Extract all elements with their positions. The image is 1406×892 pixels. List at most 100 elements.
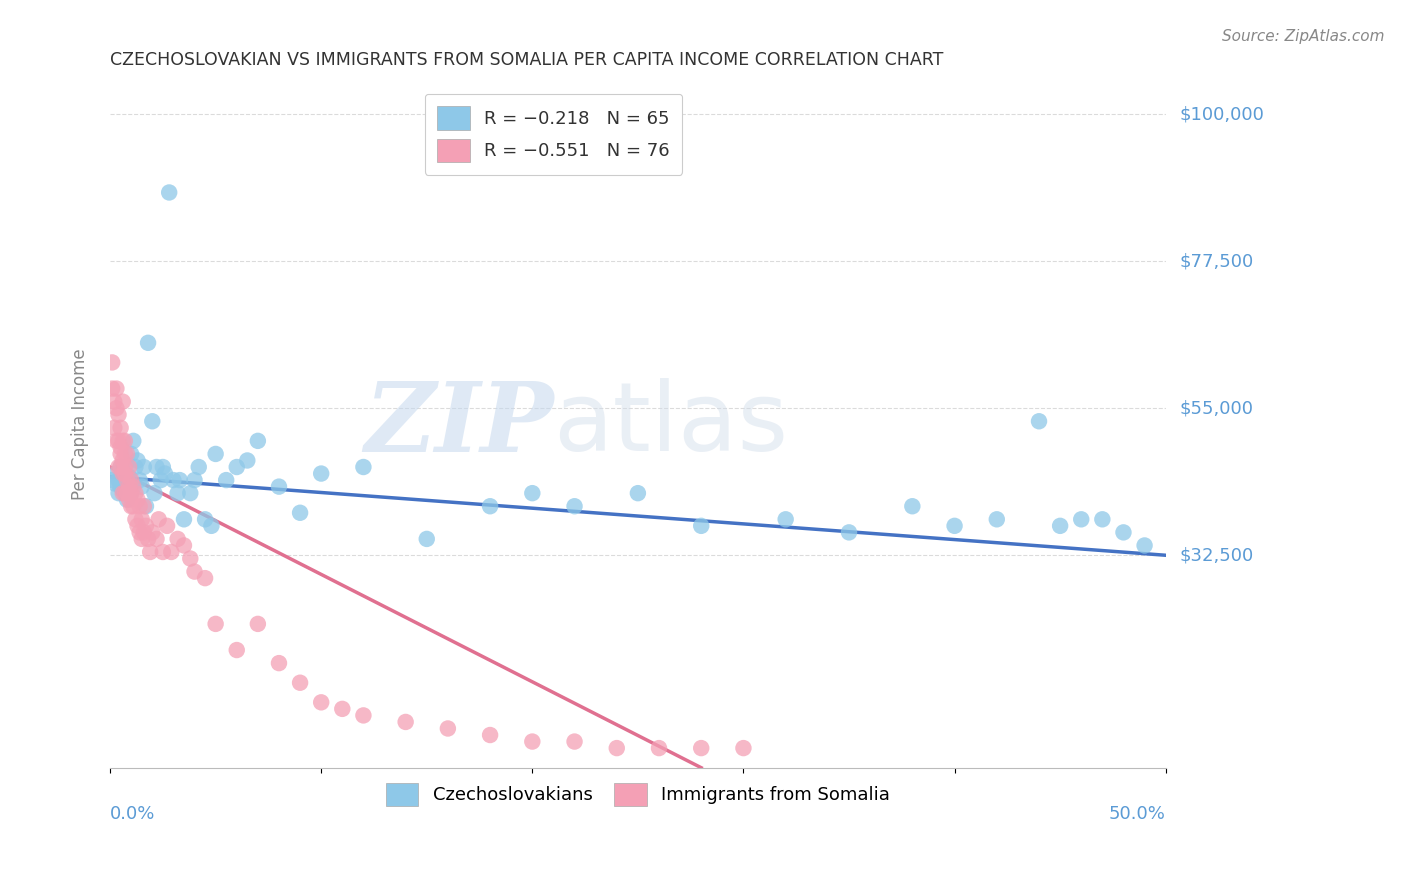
- Point: [267, 656, 290, 670]
- Point: [110, 447, 132, 461]
- Point: [107, 408, 129, 422]
- Point: [114, 473, 136, 487]
- Point: [606, 741, 628, 756]
- Point: [1049, 519, 1071, 533]
- Point: [127, 492, 149, 507]
- Point: [120, 447, 142, 461]
- Text: $32,500: $32,500: [1180, 546, 1254, 565]
- Point: [115, 486, 138, 500]
- Point: [101, 382, 124, 396]
- Point: [1133, 538, 1156, 552]
- Point: [107, 460, 129, 475]
- Point: [309, 695, 332, 709]
- Point: [200, 519, 222, 533]
- Text: Source: ZipAtlas.com: Source: ZipAtlas.com: [1222, 29, 1385, 44]
- Point: [135, 500, 157, 514]
- Point: [838, 525, 860, 540]
- Point: [522, 734, 544, 748]
- Point: [183, 565, 205, 579]
- Point: [118, 460, 141, 475]
- Y-axis label: Per Capita Income: Per Capita Income: [72, 349, 89, 500]
- Point: [479, 728, 502, 742]
- Point: [111, 483, 134, 497]
- Text: $55,000: $55,000: [1180, 400, 1254, 417]
- Point: [152, 545, 174, 559]
- Point: [690, 741, 713, 756]
- Point: [124, 512, 146, 526]
- Point: [111, 434, 134, 448]
- Point: [127, 453, 149, 467]
- Point: [330, 702, 353, 716]
- Point: [118, 492, 141, 507]
- Point: [225, 643, 247, 657]
- Point: [395, 714, 418, 729]
- Point: [120, 486, 142, 500]
- Point: [107, 473, 129, 487]
- Point: [173, 512, 195, 526]
- Point: [124, 460, 146, 475]
- Point: [111, 453, 134, 467]
- Point: [118, 470, 141, 484]
- Point: [118, 480, 141, 494]
- Point: [1070, 512, 1092, 526]
- Point: [194, 571, 217, 585]
- Point: [120, 473, 142, 487]
- Point: [288, 506, 311, 520]
- Point: [564, 734, 586, 748]
- Point: [103, 421, 125, 435]
- Point: [136, 335, 159, 350]
- Point: [153, 467, 176, 481]
- Point: [127, 519, 149, 533]
- Point: [141, 525, 163, 540]
- Point: [352, 460, 374, 475]
- Point: [114, 486, 136, 500]
- Point: [564, 500, 586, 514]
- Point: [136, 532, 159, 546]
- Point: [111, 394, 134, 409]
- Legend: Czechoslovakians, Immigrants from Somalia: Czechoslovakians, Immigrants from Somali…: [375, 772, 901, 817]
- Point: [122, 434, 145, 448]
- Point: [145, 460, 167, 475]
- Point: [105, 382, 128, 396]
- Point: [416, 532, 439, 546]
- Point: [236, 453, 259, 467]
- Point: [246, 434, 269, 448]
- Point: [143, 486, 166, 500]
- Point: [479, 500, 502, 514]
- Point: [1091, 512, 1114, 526]
- Point: [120, 486, 142, 500]
- Point: [115, 492, 138, 507]
- Point: [166, 486, 188, 500]
- Point: [733, 741, 755, 756]
- Point: [183, 473, 205, 487]
- Point: [179, 486, 201, 500]
- Point: [194, 512, 217, 526]
- Point: [943, 519, 966, 533]
- Point: [110, 421, 132, 435]
- Point: [101, 355, 124, 369]
- Text: $77,500: $77,500: [1180, 252, 1254, 270]
- Point: [204, 616, 226, 631]
- Point: [105, 467, 128, 481]
- Point: [101, 473, 124, 487]
- Point: [522, 486, 544, 500]
- Point: [111, 486, 134, 500]
- Point: [215, 473, 238, 487]
- Point: [162, 473, 184, 487]
- Point: [128, 525, 150, 540]
- Point: [160, 545, 183, 559]
- Point: [131, 532, 153, 546]
- Point: [122, 480, 145, 494]
- Point: [173, 538, 195, 552]
- Point: [114, 447, 136, 461]
- Point: [124, 486, 146, 500]
- Point: [115, 447, 138, 461]
- Point: [114, 460, 136, 475]
- Text: 50.0%: 50.0%: [1109, 805, 1166, 823]
- Point: [179, 551, 201, 566]
- Point: [1112, 525, 1135, 540]
- Point: [128, 500, 150, 514]
- Point: [132, 525, 155, 540]
- Point: [114, 467, 136, 481]
- Point: [111, 467, 134, 481]
